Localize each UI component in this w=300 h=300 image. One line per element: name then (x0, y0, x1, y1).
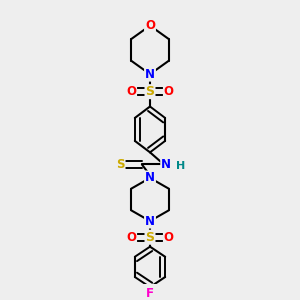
Text: O: O (164, 231, 174, 244)
Text: O: O (126, 85, 136, 98)
Text: O: O (164, 85, 174, 98)
Text: N: N (145, 171, 155, 184)
Text: N: N (161, 158, 171, 171)
Text: N: N (145, 68, 155, 81)
Text: O: O (145, 19, 155, 32)
Text: O: O (126, 231, 136, 244)
Text: S: S (116, 158, 124, 171)
Text: S: S (146, 85, 154, 98)
Text: F: F (146, 287, 154, 300)
Text: N: N (145, 214, 155, 228)
Text: H: H (176, 161, 185, 171)
Text: S: S (146, 231, 154, 244)
